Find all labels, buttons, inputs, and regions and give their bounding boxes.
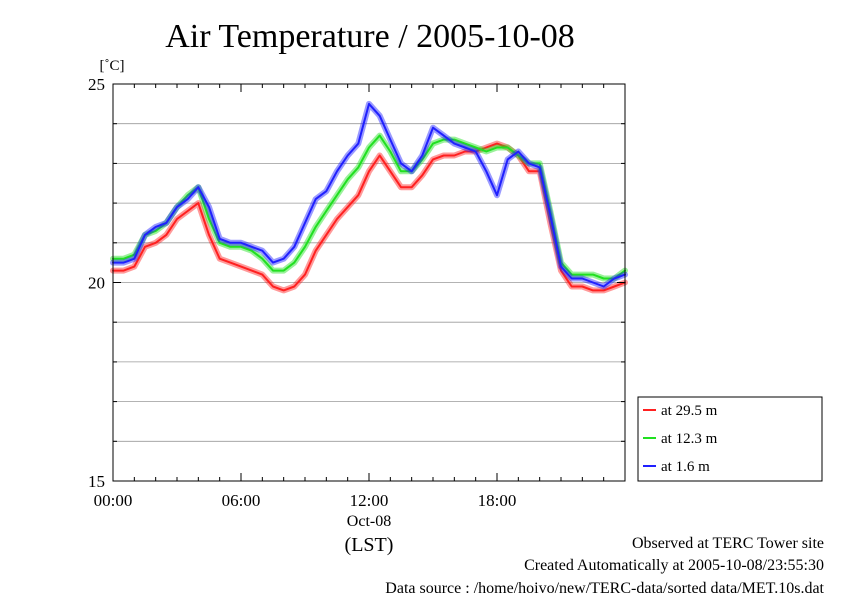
x-tick-label: 06:00 <box>222 491 261 510</box>
date-label: Oct-08 <box>347 513 391 530</box>
x-tick-label: 12:00 <box>350 491 389 510</box>
series-group <box>110 100 628 294</box>
y-tick-label: 25 <box>88 75 105 94</box>
data-source-path: Data source : /home/hoivo/new/TERC-data/… <box>385 580 824 597</box>
created-timestamp: Created Automatically at 2005-10-08/23:5… <box>524 557 824 574</box>
legend-entry: at 29.5 m <box>661 403 718 419</box>
legend-entry: at 1.6 m <box>661 459 710 475</box>
legend-box <box>637 396 823 482</box>
observed-site-note: Observed at TERC Tower site <box>631 535 824 552</box>
x-tick-label: 00:00 <box>94 491 133 510</box>
series-line <box>110 100 628 290</box>
x-tick-label: 18:00 <box>478 491 517 510</box>
legend-entry: at 12.3 m <box>661 431 718 447</box>
y-tick-label: 20 <box>88 274 105 293</box>
x-axis-label: (LST) <box>345 534 394 556</box>
series-line-core <box>112 102 626 288</box>
y-tick-label: 15 <box>88 472 105 491</box>
series-line-halo <box>110 100 628 290</box>
axis-ticks <box>112 83 626 482</box>
chart-title: Air Temperature / 2005-10-08 <box>165 18 575 55</box>
y-axis-unit-label: [˚C] <box>100 58 125 74</box>
y-tick-labels: 15 20 25 <box>88 75 105 491</box>
x-tick-labels: 00:00 06:00 12:00 18:00 <box>94 491 517 510</box>
legend: at 29.5 m at 12.3 m at 1.6 m <box>637 396 823 482</box>
